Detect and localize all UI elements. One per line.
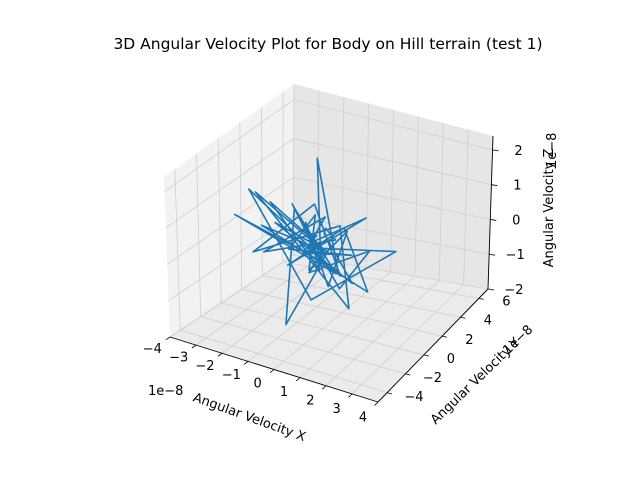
z-tick-label: −2 — [504, 283, 523, 298]
z-tick-mark — [489, 253, 496, 256]
x-offset-label: 1e−8 — [148, 384, 183, 399]
z-tick-label: 2 — [514, 144, 522, 159]
z-tick-mark — [492, 149, 499, 152]
x-tick-mark — [269, 369, 275, 374]
x-tick-label: −4 — [143, 342, 162, 357]
x-tick-label: 0 — [254, 376, 262, 391]
y-tick-label: −2 — [423, 371, 442, 386]
tick-marks — [165, 149, 499, 406]
x-tick-mark — [165, 336, 171, 341]
y-tick-label: −4 — [404, 390, 423, 405]
x-axis-label: Angular Velocity X — [191, 390, 308, 445]
z-tick-label: 0 — [512, 213, 520, 228]
y-offset-label: 1e−8 — [500, 322, 536, 357]
z-tick-label: −1 — [506, 248, 525, 263]
x-tick-mark — [322, 385, 327, 390]
x-tick-label: 1 — [280, 385, 288, 400]
x-tick-mark — [348, 393, 353, 398]
x-tick-label: 4 — [359, 410, 367, 425]
z-tick-label: 1 — [513, 179, 521, 194]
y-tick-mark — [460, 316, 466, 319]
z-tick-mark — [491, 184, 498, 187]
x-tick-label: 2 — [306, 393, 314, 408]
y-tick-label: 4 — [484, 314, 492, 329]
z-axis-label: Angular Velocity Z — [542, 149, 557, 268]
y-tick-label: 2 — [465, 333, 473, 348]
y-tick-mark — [423, 354, 429, 357]
x-tick-mark — [374, 401, 379, 406]
x-tick-label: 3 — [333, 402, 341, 417]
y-tick-label: 6 — [502, 295, 510, 310]
z-grid-line — [164, 99, 493, 192]
y-tick-mark — [478, 298, 484, 300]
y-tick-mark — [405, 373, 411, 376]
y-tick-mark — [442, 335, 448, 338]
y-tick-mark — [387, 392, 393, 395]
z-tick-mark — [487, 288, 495, 291]
x-tick-mark — [295, 377, 301, 382]
z-grid-line — [167, 176, 491, 265]
x-tick-mark — [217, 352, 223, 357]
x-tick-label: −1 — [222, 368, 241, 383]
y-tick-label: 0 — [447, 352, 455, 367]
angular-velocity-trajectory — [233, 157, 397, 326]
x-tick-label: −3 — [169, 351, 188, 366]
x-tick-mark — [243, 361, 249, 365]
z-tick-mark — [490, 219, 497, 221]
z-offset-label: 1e−8 — [545, 133, 560, 168]
pane-floor — [170, 255, 488, 402]
x-tick-mark — [191, 344, 197, 349]
z-axis-spine — [487, 135, 494, 290]
chart-title: 3D Angular Velocity Plot for Body on Hil… — [113, 35, 542, 53]
y-axis-spine — [377, 288, 489, 403]
z-grid-line — [165, 137, 492, 229]
z-grid-line — [169, 254, 489, 338]
x-tick-label: −2 — [195, 359, 214, 374]
